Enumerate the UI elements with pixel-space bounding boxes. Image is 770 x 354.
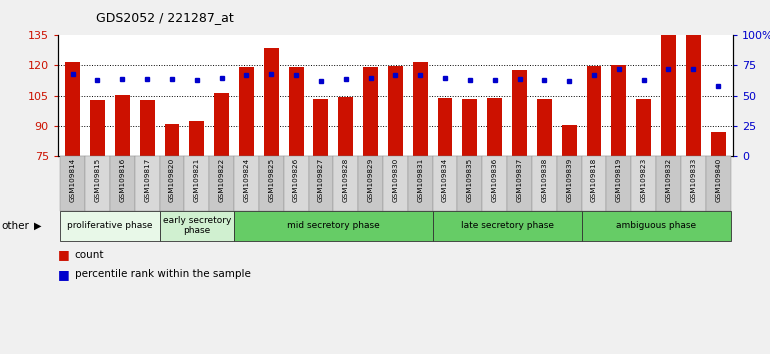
Text: late secretory phase: late secretory phase: [460, 221, 554, 230]
Bar: [165, 124, 179, 156]
Text: GSM109834: GSM109834: [442, 158, 448, 202]
Bar: [581, 211, 731, 241]
Bar: [532, 156, 557, 211]
Text: GSM109833: GSM109833: [691, 158, 696, 202]
Text: count: count: [75, 250, 104, 260]
Text: GSM109825: GSM109825: [268, 158, 274, 202]
Bar: [587, 67, 601, 156]
Bar: [562, 125, 577, 156]
Bar: [338, 97, 353, 156]
Bar: [159, 156, 184, 211]
Text: proliferative phase: proliferative phase: [67, 221, 152, 230]
Bar: [482, 156, 507, 211]
Bar: [214, 92, 229, 156]
Bar: [512, 69, 527, 156]
Bar: [463, 98, 477, 156]
Bar: [234, 156, 259, 211]
Bar: [60, 211, 159, 241]
Text: GSM109828: GSM109828: [343, 158, 349, 202]
Bar: [631, 156, 656, 211]
Bar: [487, 98, 502, 156]
Bar: [581, 156, 607, 211]
Bar: [413, 62, 427, 156]
Bar: [209, 156, 234, 211]
Text: GSM109835: GSM109835: [467, 158, 473, 202]
Bar: [711, 132, 725, 156]
Text: GSM109831: GSM109831: [417, 158, 424, 202]
Bar: [264, 48, 279, 156]
Bar: [437, 98, 453, 156]
Bar: [110, 156, 135, 211]
Text: ambiguous phase: ambiguous phase: [616, 221, 696, 230]
Bar: [433, 156, 457, 211]
Bar: [239, 68, 254, 156]
Text: GSM109824: GSM109824: [243, 158, 249, 202]
Bar: [611, 65, 626, 156]
Text: GSM109817: GSM109817: [144, 158, 150, 202]
Bar: [309, 156, 333, 211]
Text: GSM109830: GSM109830: [393, 158, 398, 202]
Bar: [433, 211, 581, 241]
Text: ■: ■: [58, 249, 69, 261]
Text: ■: ■: [58, 268, 69, 281]
Bar: [636, 98, 651, 156]
Bar: [363, 68, 378, 156]
Text: GSM109823: GSM109823: [641, 158, 647, 202]
Bar: [85, 156, 110, 211]
Text: GSM109819: GSM109819: [616, 158, 622, 202]
Bar: [159, 211, 234, 241]
Bar: [681, 156, 706, 211]
Bar: [283, 156, 309, 211]
Text: GSM109821: GSM109821: [194, 158, 199, 202]
Bar: [333, 156, 358, 211]
Text: other: other: [2, 221, 29, 231]
Text: ▶: ▶: [34, 221, 42, 231]
Text: GSM109814: GSM109814: [69, 158, 75, 202]
Text: GSM109840: GSM109840: [715, 158, 721, 202]
Bar: [656, 156, 681, 211]
Text: GDS2052 / 221287_at: GDS2052 / 221287_at: [96, 11, 234, 24]
Text: GSM109832: GSM109832: [665, 158, 671, 202]
Bar: [60, 156, 85, 211]
Text: GSM109839: GSM109839: [566, 158, 572, 202]
Text: GSM109818: GSM109818: [591, 158, 597, 202]
Bar: [408, 156, 433, 211]
Text: GSM109837: GSM109837: [517, 158, 523, 202]
Bar: [383, 156, 408, 211]
Text: GSM109822: GSM109822: [219, 158, 225, 202]
Bar: [189, 121, 204, 156]
Bar: [661, 35, 676, 156]
Text: GSM109816: GSM109816: [119, 158, 126, 202]
Text: GSM109836: GSM109836: [492, 158, 497, 202]
Text: GSM109829: GSM109829: [367, 158, 373, 202]
Text: GSM109820: GSM109820: [169, 158, 175, 202]
Text: percentile rank within the sample: percentile rank within the sample: [75, 269, 250, 279]
Text: GSM109815: GSM109815: [95, 158, 100, 202]
Bar: [135, 156, 159, 211]
Bar: [507, 156, 532, 211]
Bar: [388, 67, 403, 156]
Bar: [234, 211, 433, 241]
Bar: [557, 156, 581, 211]
Bar: [686, 35, 701, 156]
Text: GSM109826: GSM109826: [293, 158, 299, 202]
Bar: [65, 62, 80, 156]
Bar: [537, 98, 552, 156]
Text: GSM109827: GSM109827: [318, 158, 324, 202]
Bar: [115, 95, 130, 156]
Bar: [358, 156, 383, 211]
Bar: [706, 156, 731, 211]
Bar: [139, 99, 155, 156]
Bar: [289, 68, 303, 156]
Bar: [259, 156, 283, 211]
Bar: [313, 98, 328, 156]
Text: GSM109838: GSM109838: [541, 158, 547, 202]
Bar: [607, 156, 631, 211]
Bar: [90, 99, 105, 156]
Bar: [184, 156, 209, 211]
Text: mid secretory phase: mid secretory phase: [287, 221, 380, 230]
Bar: [457, 156, 482, 211]
Text: early secretory
phase: early secretory phase: [162, 216, 231, 235]
